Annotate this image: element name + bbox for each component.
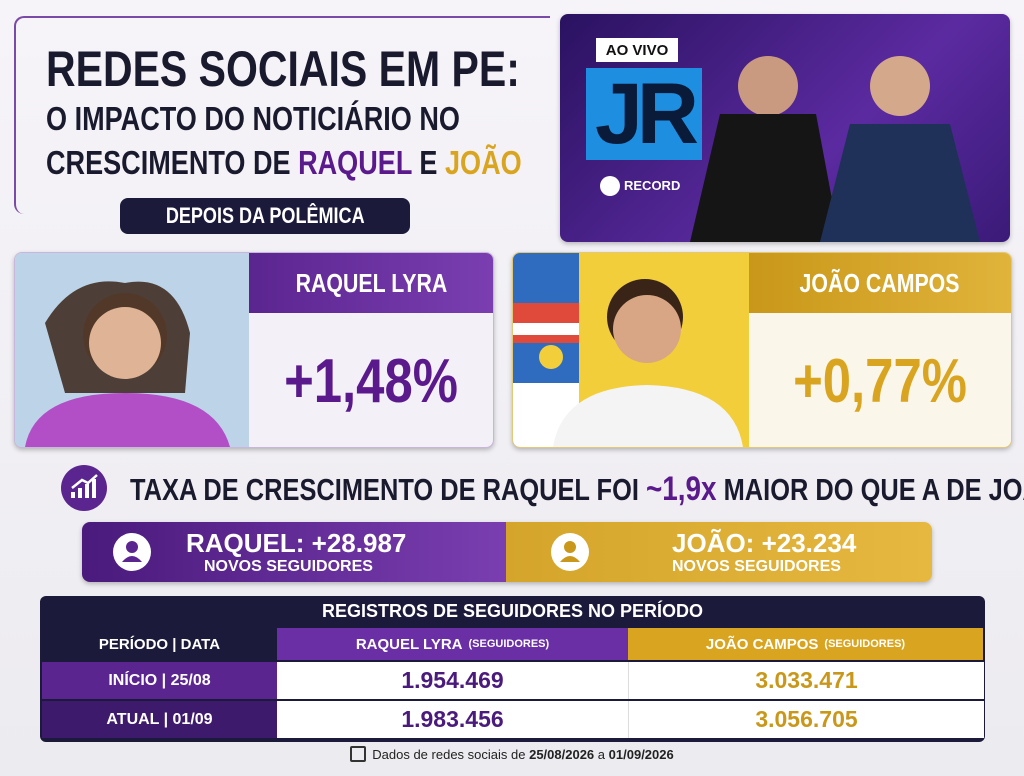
title: REDES SOCIAIS EM PE: xyxy=(46,40,624,98)
candidate-card: JOÃO CAMPOS +0,77% xyxy=(512,252,1012,448)
broadcast-panel: AO VIVO JR RECORD xyxy=(560,14,1010,242)
calendar-icon xyxy=(350,746,367,762)
title-text: REDES SOCIAIS EM PE: xyxy=(46,41,520,97)
candidate-photo xyxy=(15,253,249,447)
footer-text: a xyxy=(597,747,606,762)
footer-date: 25/08/2026 xyxy=(529,747,595,762)
table-cell: 1.954.469 xyxy=(277,662,628,699)
live-badge: AO VIVO xyxy=(596,38,678,62)
followers-bar: RAQUEL: +28.987 NOVOS SEGUIDORES JOÃO: +… xyxy=(82,522,932,582)
network: RECORD xyxy=(624,178,681,193)
anchors-photo xyxy=(690,56,980,242)
subtitle-text: CRESCIMENTO DE xyxy=(46,144,291,181)
growth-value: +1,48% xyxy=(249,315,493,447)
followers-label: JOÃO: +23.234 xyxy=(672,528,857,558)
followers-sub: NOVOS SEGUIDORES xyxy=(204,558,373,575)
candidate-name: RAQUEL LYRA xyxy=(249,253,493,313)
headline: TAXA DE CRESCIMENTO DE RAQUEL FOI ~1,9x … xyxy=(130,470,1024,509)
user-icon xyxy=(551,533,589,571)
candidate-photo xyxy=(513,253,749,447)
candidate-card: RAQUEL LYRA +1,48% xyxy=(14,252,494,448)
growth-text: +1,48% xyxy=(284,346,458,416)
headline-text: TAXA DE CRESCIMENTO DE RAQUEL FOI xyxy=(130,472,639,507)
table-cell: 3.033.471 xyxy=(628,662,984,699)
table-header: PERÍODO | DATA xyxy=(42,628,277,660)
badge: DEPOIS DA POLÊMICA xyxy=(120,198,410,234)
header-text: RAQUEL LYRA xyxy=(355,635,463,653)
logo: JR xyxy=(586,66,702,162)
table-cell: 1.983.456 xyxy=(277,701,628,738)
table-cell: 3.056.705 xyxy=(628,701,984,738)
subtitle-highlight: JOÃO xyxy=(444,144,522,181)
growth-text: +0,77% xyxy=(793,346,967,416)
subtitle-line: O IMPACTO DO NOTICIÁRIO NO xyxy=(46,100,551,138)
network-icon xyxy=(600,176,620,196)
growth-value: +0,77% xyxy=(749,315,1011,447)
followers-label: RAQUEL: +28.987 xyxy=(186,528,407,558)
header-text: JOÃO CAMPOS xyxy=(705,635,819,653)
user-icon xyxy=(113,533,151,571)
subtitle-highlight: RAQUEL xyxy=(298,144,412,181)
followers-item: JOÃO: +23.234 NOVOS SEGUIDORES xyxy=(506,522,932,582)
row-label: ATUAL | 01/09 xyxy=(42,701,277,738)
table: REGISTROS DE SEGUIDORES NO PERÍODO PERÍO… xyxy=(40,596,985,742)
followers-sub: NOVOS SEGUIDORES xyxy=(672,558,841,575)
candidate-name-text: JOÃO CAMPOS xyxy=(800,267,960,298)
subtitle-line: CRESCIMENTO DE RAQUEL E JOÃO xyxy=(46,144,626,182)
headline-highlight: ~1,9x xyxy=(645,470,717,508)
header-frame xyxy=(14,16,550,214)
table-header: JOÃO CAMPOS (SEGUIDORES) xyxy=(628,628,983,660)
badge-text: DEPOIS DA POLÊMICA xyxy=(165,203,365,228)
table-title: REGISTROS DE SEGUIDORES NO PERÍODO xyxy=(321,600,704,621)
followers-item: RAQUEL: +28.987 NOVOS SEGUIDORES xyxy=(82,522,506,582)
header-note: (SEGUIDORES) xyxy=(824,638,906,650)
row-label: INÍCIO | 25/08 xyxy=(42,662,277,699)
headline-text: MAIOR DO QUE A DE JOÃO xyxy=(723,472,1024,507)
table-header: RAQUEL LYRA (SEGUIDORES) xyxy=(277,628,628,660)
footer-date: 01/09/2026 xyxy=(608,747,674,762)
growth-icon xyxy=(61,465,107,511)
candidate-name-text: RAQUEL LYRA xyxy=(295,267,447,298)
subtitle-text: E xyxy=(419,144,438,181)
subtitle-text: O IMPACTO DO NOTICIÁRIO NO xyxy=(46,100,460,137)
header-note: (SEGUIDORES) xyxy=(468,638,550,650)
footer: Dados de redes sociais de 25/08/2026 a 0… xyxy=(0,746,1024,762)
candidate-name: JOÃO CAMPOS xyxy=(749,253,1011,313)
footer-text: Dados de redes sociais de xyxy=(372,747,526,762)
